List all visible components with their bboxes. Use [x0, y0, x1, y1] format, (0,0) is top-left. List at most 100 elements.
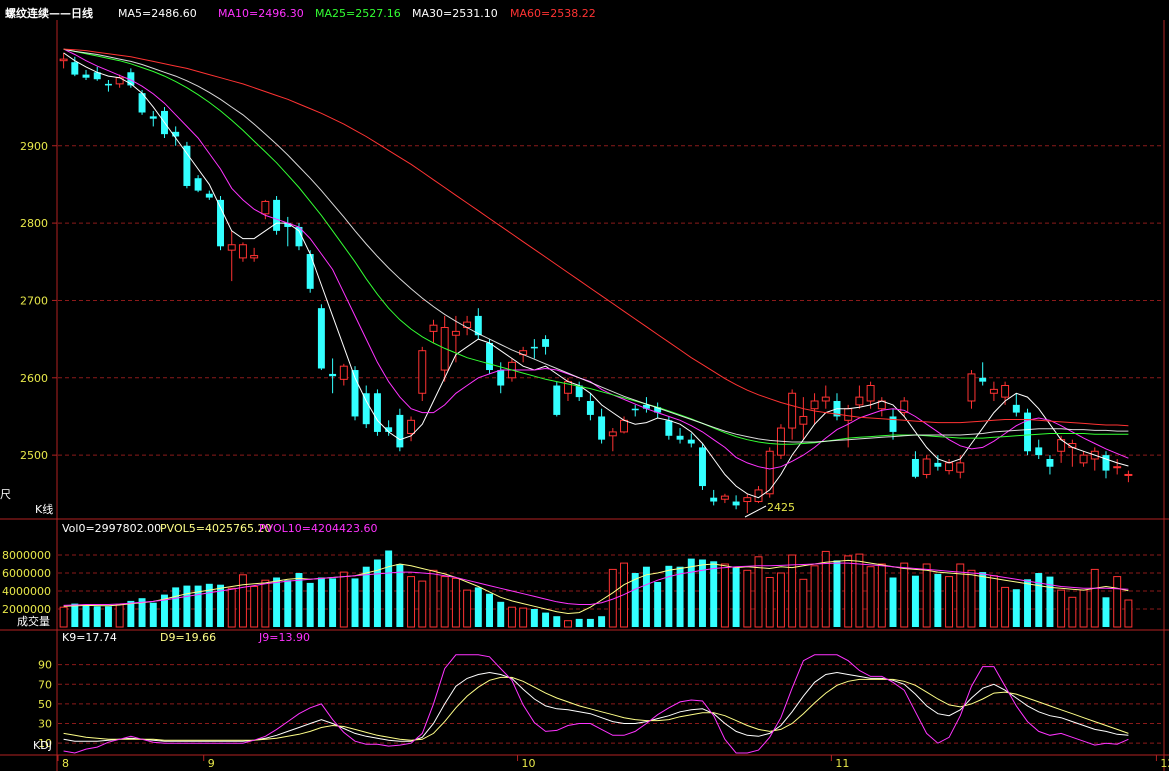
candle	[183, 141, 191, 189]
candle-body-up	[227, 244, 236, 251]
candle-body-down	[586, 400, 594, 415]
volume-bar	[1079, 589, 1088, 628]
volume-bar	[351, 578, 359, 627]
candle-body-up	[844, 408, 853, 421]
volume-bar	[149, 602, 157, 627]
candle-body-down	[183, 145, 191, 186]
volume-bar	[631, 573, 639, 627]
volume-bar	[1012, 589, 1020, 627]
volume-bar	[889, 577, 897, 627]
candle-body-up	[261, 200, 270, 215]
candle	[284, 216, 292, 247]
volume-bar	[362, 566, 370, 627]
candle-body-down	[979, 377, 987, 382]
candle	[542, 335, 550, 355]
month-label: 12	[1160, 757, 1169, 770]
candle-body-down	[284, 223, 292, 227]
candle	[127, 68, 135, 88]
volume-bar	[273, 577, 281, 627]
candle	[1012, 393, 1020, 417]
volume-bar	[665, 565, 673, 627]
candle-body-down	[474, 315, 482, 336]
candle-body-down	[575, 385, 583, 398]
volume-bar	[507, 606, 516, 628]
volume-bar	[945, 576, 954, 628]
month-label: 8	[62, 757, 69, 770]
d9-label: D9=19.66	[160, 631, 216, 644]
candle	[855, 385, 864, 409]
candle	[261, 199, 270, 220]
ma-line-ma25	[63, 48, 1129, 445]
kdj-axis-label: KDJ	[33, 739, 52, 752]
candle-body-up	[608, 431, 617, 437]
candle	[989, 381, 998, 401]
candle-body-down	[665, 420, 673, 436]
candle	[306, 250, 314, 293]
candle-body-up	[900, 400, 909, 414]
volume-bar	[900, 562, 909, 628]
volume-bar	[194, 585, 202, 627]
volume-bar	[205, 583, 213, 627]
candle-body-down	[542, 339, 550, 347]
ma-line-ma10	[63, 48, 1129, 470]
volume-tick-label: 8000000	[2, 549, 51, 562]
volume-bar	[598, 616, 606, 627]
candle-body-down	[71, 62, 79, 75]
candle	[934, 455, 942, 471]
volume-bar	[250, 586, 259, 628]
candle-body-up	[956, 462, 965, 473]
candle-body-up	[743, 497, 752, 503]
candle	[149, 110, 157, 127]
candle-body-down	[273, 199, 281, 231]
candle	[1102, 451, 1110, 479]
volume-bar	[172, 587, 180, 627]
candle	[654, 402, 662, 418]
candle-body-down	[889, 416, 897, 432]
candle-body-down	[351, 370, 359, 417]
candle	[227, 230, 236, 282]
candle-body-down	[598, 416, 606, 440]
candle	[486, 339, 493, 374]
volume-bar	[238, 574, 247, 628]
volume-bar	[586, 618, 594, 627]
candle	[967, 370, 976, 409]
volume-bar	[542, 612, 550, 627]
volume-bar	[104, 606, 112, 627]
candle-body-down	[172, 131, 180, 137]
vol0-label: Vol0=2997802.00	[62, 522, 161, 535]
price-side-label: 尺	[0, 488, 11, 501]
month-label: 9	[208, 757, 215, 770]
volume-tick-label: 6000000	[2, 567, 51, 580]
candle-body-down	[710, 497, 718, 502]
candle-body-down	[295, 226, 303, 247]
candle-body-up	[989, 388, 998, 394]
candle	[866, 381, 875, 409]
candle	[598, 408, 606, 444]
candle	[1024, 408, 1031, 456]
candle	[608, 428, 617, 452]
candle-body-up	[855, 396, 864, 406]
volume-bar	[1035, 573, 1043, 627]
pvol5-label: PVOL5=4025765.20	[160, 522, 271, 535]
candle	[373, 389, 381, 436]
candle	[93, 66, 101, 81]
candle-body-down	[104, 83, 112, 86]
candle-body-down	[1102, 455, 1110, 471]
candle	[104, 80, 112, 92]
volume-bar	[1024, 579, 1031, 627]
volume-bar	[161, 594, 168, 627]
axis-layer: 2500 2600 2700 2800 2900 2000000 4000000 600000…	[2, 140, 1169, 770]
volume-bar	[115, 604, 124, 628]
volume-bar	[463, 589, 472, 628]
volume-bar	[183, 585, 191, 627]
candle	[71, 56, 79, 77]
volume-bar	[530, 609, 538, 627]
candle-body-down	[486, 342, 493, 371]
volume-bar	[732, 567, 740, 627]
candle	[1124, 470, 1133, 483]
candle-body-up	[945, 462, 954, 472]
candle-body-down	[642, 404, 650, 409]
volume-bar	[93, 606, 101, 627]
volume-bar	[261, 579, 270, 628]
candle-body-up	[1079, 454, 1088, 464]
